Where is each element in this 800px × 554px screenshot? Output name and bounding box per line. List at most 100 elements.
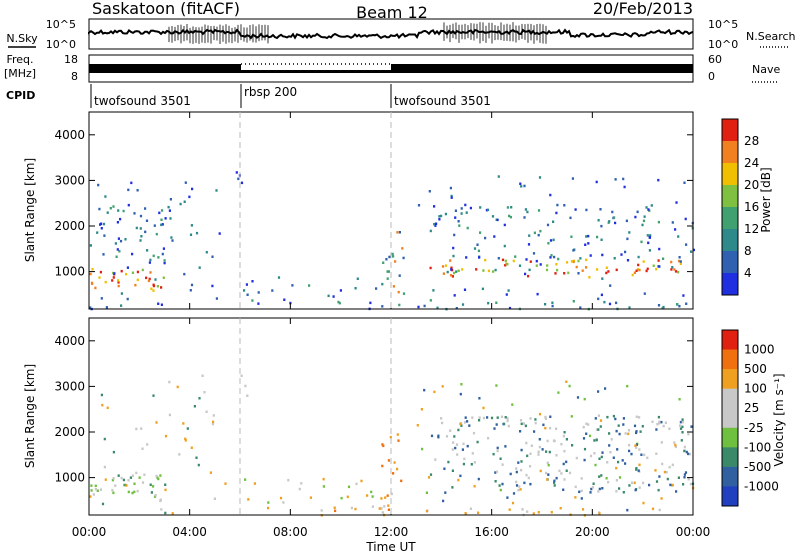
data-cell: [138, 476, 141, 479]
data-cell: [609, 284, 612, 287]
data-cell: [545, 471, 548, 475]
y-tick-label: 3000: [54, 173, 85, 187]
data-cell: [674, 445, 677, 448]
colorbar-swatch: [722, 349, 738, 370]
data-cell: [509, 215, 512, 219]
colorbar-tick-label: 20: [744, 178, 759, 192]
data-cell: [685, 302, 688, 305]
data-cell: [565, 438, 568, 441]
data-cell: [99, 488, 102, 491]
data-cell: [681, 418, 684, 421]
data-cell: [558, 469, 561, 473]
data-cell: [160, 218, 163, 221]
data-cell: [626, 384, 629, 388]
data-cell: [334, 509, 337, 513]
data-cell: [436, 306, 439, 310]
data-cell: [356, 277, 359, 280]
data-cell: [251, 280, 254, 283]
data-cell: [628, 443, 631, 447]
data-cell: [118, 250, 121, 253]
data-cell: [113, 272, 116, 275]
data-cell: [537, 453, 540, 456]
data-cell: [164, 483, 167, 486]
data-cell: [635, 415, 638, 418]
data-cell: [100, 222, 103, 225]
data-cell: [106, 406, 109, 410]
data-cell: [493, 427, 496, 430]
data-cell: [591, 486, 595, 489]
data-cell: [442, 499, 445, 503]
data-cell: [648, 483, 651, 487]
data-cell: [635, 467, 638, 470]
data-cell: [450, 196, 453, 199]
data-cell: [568, 384, 571, 388]
data-cell: [565, 469, 568, 472]
data-cell: [651, 420, 654, 423]
data-cell: [515, 484, 519, 487]
data-cell: [555, 263, 558, 266]
data-cell: [574, 485, 577, 489]
data-cell: [676, 303, 679, 306]
velocity-panel: 1000 2000 3000 4000 Slant Range [km] 1000 50…: [23, 317, 786, 517]
data-cell: [577, 272, 580, 275]
data-cell: [633, 424, 637, 428]
data-cell: [101, 502, 105, 506]
data-cell: [237, 177, 240, 181]
nsky-label: N.Sky: [6, 32, 38, 45]
data-cell: [104, 478, 107, 481]
data-cell: [477, 511, 480, 514]
data-cell: [501, 258, 505, 262]
data-cell: [472, 431, 476, 435]
data-cell: [161, 223, 164, 226]
data-cell: [608, 432, 611, 435]
data-cell: [198, 397, 201, 400]
data-cell: [97, 183, 100, 187]
data-cell: [562, 462, 565, 466]
data-cell: [546, 223, 550, 227]
data-cell: [618, 432, 621, 436]
data-cell: [400, 479, 403, 483]
data-cell: [119, 217, 122, 221]
power-colorbar: 28 24 20 16 12 8 4: [721, 118, 759, 296]
data-cell: [626, 259, 630, 262]
freq-label-line1: Freq.: [6, 53, 33, 66]
data-cell: [536, 292, 539, 296]
data-cell: [369, 301, 372, 305]
data-cell: [164, 511, 167, 515]
data-cell: [139, 227, 142, 230]
data-cell: [117, 279, 120, 282]
data-cell: [633, 481, 636, 484]
data-cell: [458, 224, 461, 227]
data-cell: [582, 425, 585, 429]
data-cell: [476, 440, 479, 444]
data-cell: [282, 501, 285, 504]
data-cell: [190, 283, 194, 287]
data-cell: [463, 457, 466, 461]
data-cell: [505, 293, 508, 296]
data-cell: [589, 254, 592, 257]
data-cell: [637, 469, 640, 472]
colorbar-swatch: [722, 141, 738, 164]
nsky-tick-top: 10^5: [46, 18, 76, 31]
colorbar-tick-label: 25: [744, 401, 759, 415]
data-cell: [588, 434, 592, 438]
cpid-row: CPID twofsound 3501 rbsp 200 twofsound 3…: [6, 84, 491, 108]
data-cell: [496, 449, 499, 453]
data-cell: [398, 274, 401, 277]
data-cell: [493, 235, 496, 238]
data-cell: [124, 238, 127, 241]
data-cell: [673, 268, 676, 271]
data-cell: [309, 496, 312, 499]
data-cell: [635, 443, 638, 446]
data-cell: [583, 447, 587, 451]
data-cell: [549, 415, 552, 418]
data-cell: [585, 258, 588, 262]
data-cell: [112, 205, 115, 208]
data-cell: [524, 272, 527, 276]
data-cell: [158, 211, 161, 215]
data-cell: [657, 415, 660, 419]
data-cell: [623, 185, 626, 189]
data-cell: [570, 235, 573, 238]
data-cell: [213, 497, 216, 500]
data-cell: [393, 461, 396, 464]
